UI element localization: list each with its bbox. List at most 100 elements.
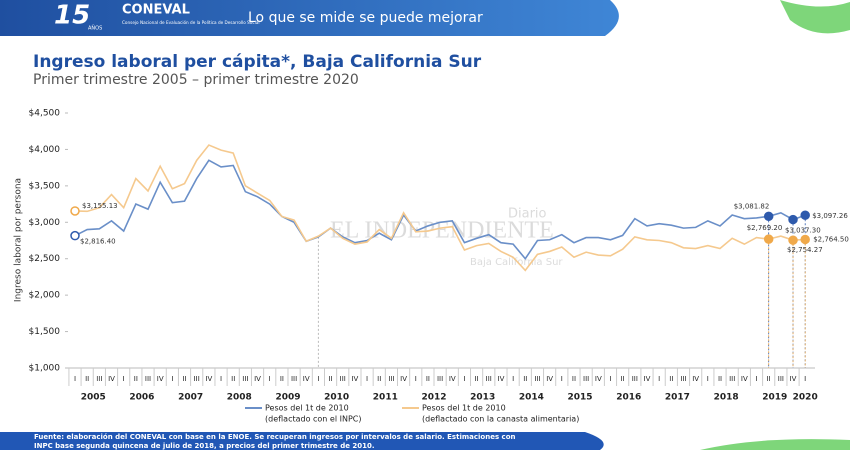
legend-note: (deflactado con el INPC) — [265, 415, 361, 424]
x-tick-label: I — [804, 375, 806, 383]
x-tick-label: I — [269, 375, 271, 383]
x-tick-label: II — [85, 375, 89, 383]
decor — [780, 0, 850, 34]
point-marker — [70, 206, 80, 216]
x-tick-label: I — [366, 375, 368, 383]
x-tick-label: I — [220, 375, 222, 383]
decor — [700, 439, 850, 450]
x-tick-label: IV — [157, 375, 164, 383]
x-tick-label: IV — [449, 375, 456, 383]
y-tick-label: $4,500 — [29, 109, 61, 119]
legend-label: Pesos del 1t de 2010 — [265, 404, 349, 413]
x-tick-label: I — [561, 375, 563, 383]
x-tick-label: I — [74, 375, 76, 383]
x-tick-label: I — [317, 375, 319, 383]
year-label: 2011 — [373, 393, 398, 403]
year-label: 2013 — [470, 393, 495, 403]
x-tick-label: I — [609, 375, 611, 383]
y-tick-label: $1,000 — [29, 364, 61, 374]
footer-text: Fuente: elaboración del CONEVAL con base… — [34, 433, 516, 441]
year-label: 2020 — [793, 393, 818, 403]
point-marker — [70, 230, 80, 241]
point-marker — [800, 210, 810, 220]
year-label: 2014 — [519, 393, 544, 403]
x-tick-label: I — [755, 375, 757, 383]
x-tick-label: II — [669, 375, 673, 383]
year-label: 2008 — [227, 393, 252, 403]
x-tick-label: IV — [254, 375, 261, 383]
footer-band — [0, 432, 604, 450]
x-tick-label: III — [388, 375, 394, 383]
year-label: 2006 — [129, 393, 154, 403]
x-tick-label: III — [583, 375, 589, 383]
value-label: $3,097.26 — [812, 212, 848, 220]
value-label: $3,037.30 — [785, 227, 821, 235]
point-marker — [763, 234, 774, 244]
x-tick-label: IV — [108, 375, 115, 383]
value-label: $3,155.13 — [82, 202, 118, 210]
legend-label: Pesos del 1t de 2010 — [422, 404, 506, 413]
x-tick-label: I — [463, 375, 465, 383]
x-tick-label: III — [291, 375, 297, 383]
x-tick-label: III — [437, 375, 443, 383]
x-tick-label: IV — [595, 375, 602, 383]
x-tick-label: II — [182, 375, 186, 383]
x-tick-label: IV — [741, 375, 748, 383]
value-label: $2,764.50 — [813, 235, 849, 243]
x-tick-label: III — [340, 375, 346, 383]
logo-years: AÑOS — [88, 25, 102, 32]
chart-title: Ingreso laboral per cápita*, Baja Califo… — [33, 52, 482, 72]
year-label: 2015 — [568, 393, 593, 403]
y-tick-label: $3,000 — [29, 218, 61, 228]
x-tick-label: II — [231, 375, 235, 383]
legend-note: (deflactado con la canasta alimentaria) — [422, 415, 579, 424]
x-tick-label: III — [145, 375, 151, 383]
y-tick-label: $4,000 — [29, 145, 61, 155]
x-tick-label: II — [377, 375, 381, 383]
x-tick-label: II — [718, 375, 722, 383]
x-tick-label: II — [475, 375, 479, 383]
x-tick-label: III — [486, 375, 492, 383]
x-tick-label: II — [523, 375, 527, 383]
x-tick-label: II — [328, 375, 332, 383]
point-marker — [800, 234, 810, 245]
x-tick-label: I — [171, 375, 173, 383]
y-axis-label: Ingreso laboral por persona — [14, 178, 24, 302]
x-tick-label: II — [767, 375, 771, 383]
x-tick-label: I — [658, 375, 660, 383]
x-tick-label: III — [534, 375, 540, 383]
x-tick-label: II — [572, 375, 576, 383]
x-tick-label: IV — [205, 375, 212, 383]
point-marker — [788, 235, 798, 245]
x-tick-label: IV — [644, 375, 651, 383]
year-label: 2005 — [81, 393, 106, 403]
x-tick-label: II — [280, 375, 284, 383]
chart-subtitle: Primer trimestre 2005 – primer trimestre… — [33, 72, 359, 88]
x-tick-label: II — [621, 375, 625, 383]
tagline: Lo que se mide se puede mejorar — [248, 10, 483, 26]
x-tick-label: IV — [692, 375, 699, 383]
org-full: Consejo Nacional de Evaluación de la Pol… — [122, 20, 260, 25]
x-tick-label: IV — [546, 375, 553, 383]
point-marker — [763, 211, 774, 222]
x-tick-label: I — [512, 375, 514, 383]
year-label: 2019 — [762, 393, 787, 403]
y-tick-label: $3,500 — [29, 181, 61, 191]
y-tick-label: $2,000 — [29, 291, 61, 301]
watermark: EL INDEPENDIENTE Diario Baja California … — [330, 207, 563, 269]
x-tick-label: I — [415, 375, 417, 383]
x-tick-label: II — [426, 375, 430, 383]
year-label: 2018 — [714, 393, 739, 403]
x-tick-label: I — [707, 375, 709, 383]
x-tick-label: III — [778, 375, 784, 383]
x-tick-label: III — [242, 375, 248, 383]
y-tick-label: $2,500 — [29, 254, 61, 264]
header-band — [0, 0, 619, 36]
point-marker — [788, 214, 798, 225]
year-label: 2009 — [275, 393, 300, 403]
value-label: $2,754.27 — [787, 246, 823, 254]
year-label: 2012 — [421, 393, 446, 403]
series-line — [74, 144, 806, 272]
series-line — [74, 159, 806, 261]
